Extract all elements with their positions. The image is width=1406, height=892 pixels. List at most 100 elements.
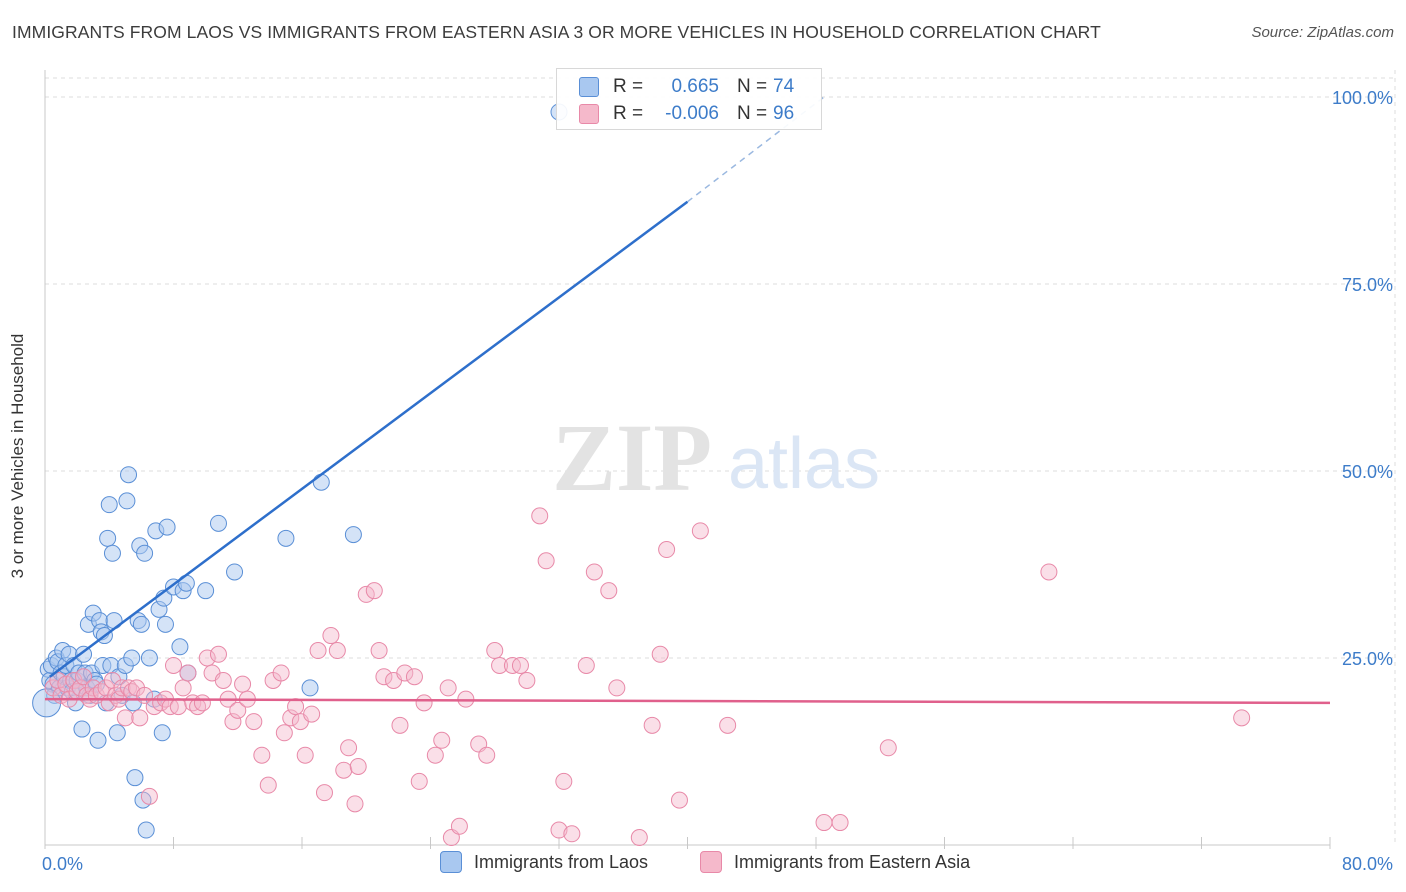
eastern-asia-point (349, 757, 367, 775)
laos-trend-line (49, 200, 689, 678)
eastern-asia-point (405, 668, 423, 686)
eastern-asia-point (577, 656, 595, 674)
series-label-eastern-asia: Immigrants from Eastern Asia (734, 851, 971, 872)
eastern-asia-point (272, 664, 290, 682)
series-legend-eastern-asia[interactable]: Immigrants from Eastern Asia (700, 851, 970, 873)
legend-r-value: 0.665 (671, 76, 719, 97)
eastern-asia-point (234, 675, 252, 693)
chart-title: IMMIGRANTS FROM LAOS VS IMMIGRANTS FROM … (12, 22, 1101, 42)
legend-n-value: 74 (773, 76, 795, 97)
eastern-asia-point (511, 656, 529, 674)
laos-point (120, 466, 138, 484)
eastern-asia-point (426, 746, 444, 764)
y-tick-label: 75.0% (1342, 275, 1393, 295)
eastern-asia-point (879, 739, 897, 757)
eastern-asia-point (415, 694, 433, 712)
eastern-asia-point (214, 671, 232, 689)
eastern-asia-point (169, 698, 187, 716)
laos-point (140, 649, 158, 667)
laos-point (197, 582, 215, 600)
eastern-asia-point (410, 772, 428, 790)
laos-point (108, 724, 126, 742)
laos-point (100, 496, 118, 514)
eastern-asia-point (396, 664, 414, 682)
eastern-asia-point (140, 787, 158, 805)
y-tick-label: 25.0% (1342, 649, 1393, 669)
eastern-asia-point (815, 814, 833, 832)
eastern-asia-point (340, 739, 358, 757)
eastern-asia-point (643, 716, 661, 734)
eastern-asia-point (296, 746, 314, 764)
eastern-asia-point (275, 724, 293, 742)
legend-n-value: 96 (773, 103, 795, 124)
y-tick-label: 100.0% (1332, 88, 1393, 108)
eastern-asia-point (346, 795, 364, 813)
eastern-asia-point (282, 709, 300, 727)
laos-point (126, 769, 144, 787)
x-tick-labels: 0.0% 80.0% (42, 854, 1393, 874)
laos-point (99, 529, 117, 547)
eastern-asia-point (357, 585, 375, 603)
watermark-zip: ZIP (552, 404, 712, 511)
y-tick-labels: 25.0% 50.0% 75.0% 100.0% (1332, 88, 1393, 669)
eastern-asia-point (563, 825, 581, 843)
laos-point (153, 724, 171, 742)
eastern-asia-point (193, 694, 211, 712)
eastern-asia-point (518, 671, 536, 689)
eastern-asia-point (550, 821, 568, 839)
eastern-asia-point (537, 552, 555, 570)
eastern-asia-point (1233, 709, 1251, 727)
eastern-asia-point (116, 709, 134, 727)
eastern-asia-point (491, 656, 509, 674)
laos-point (118, 492, 136, 510)
laos-point (89, 731, 107, 749)
laos-point (177, 574, 195, 592)
legend-row-laos: R = 0.665 N = 74 (557, 74, 821, 100)
eastern-asia-point (375, 668, 393, 686)
laos-point (312, 473, 330, 491)
legend-row-eastern-asia: R = -0.006 N = 96 (557, 101, 821, 127)
y-tick-label: 50.0% (1342, 462, 1393, 482)
eastern-asia-point (179, 664, 197, 682)
eastern-asia-point (600, 582, 618, 600)
watermark-atlas: atlas (728, 424, 880, 504)
eastern-asia-point (328, 642, 346, 660)
eastern-asia-point (303, 705, 321, 723)
eastern-asia-points (44, 507, 1251, 847)
laos-point (132, 615, 150, 633)
laos-point (73, 720, 91, 738)
chart-source: Source: ZipAtlas.com (1251, 24, 1394, 41)
eastern-asia-point (651, 645, 669, 663)
eastern-asia-point (691, 522, 709, 540)
series-swatch-eastern-asia (700, 851, 722, 873)
laos-point (75, 645, 93, 663)
eastern-asia-point (658, 541, 676, 559)
x-tick-label: 80.0% (1342, 854, 1393, 874)
eastern-asia-point (831, 814, 849, 832)
laos-point (301, 679, 319, 697)
eastern-asia-point (253, 746, 271, 764)
eastern-asia-point (608, 679, 626, 697)
eastern-asia-point (1040, 563, 1058, 581)
legend-r-value: -0.006 (665, 103, 719, 124)
eastern-asia-point (450, 817, 468, 835)
series-label-laos: Immigrants from Laos (474, 851, 649, 872)
laos-point (171, 638, 189, 656)
eastern-asia-point (486, 642, 504, 660)
legend-swatch-laos (579, 77, 599, 97)
eastern-asia-point (165, 656, 182, 674)
laos-point (136, 544, 154, 562)
legend-n-label: N = (737, 76, 768, 97)
eastern-asia-point (315, 784, 333, 802)
eastern-asia-point (391, 716, 409, 734)
eastern-asia-point (719, 716, 737, 734)
laos-point (277, 529, 295, 547)
series-legend-laos[interactable]: Immigrants from Laos (440, 851, 648, 873)
eastern-asia-point (131, 709, 149, 727)
laos-point (137, 821, 155, 839)
laos-point (123, 649, 141, 667)
eastern-asia-point (433, 731, 451, 749)
eastern-asia-point (555, 772, 573, 790)
eastern-asia-point (365, 582, 383, 600)
x-tick-label: 0.0% (42, 854, 83, 874)
